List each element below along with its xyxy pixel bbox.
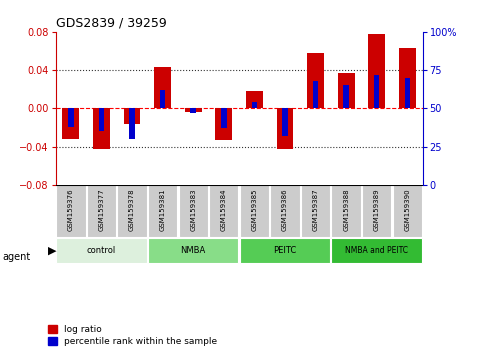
Text: GSM159384: GSM159384 [221,189,227,232]
Bar [148,238,239,263]
Bar [154,67,171,108]
Bar [240,185,269,237]
Bar [185,108,201,112]
Text: GDS2839 / 39259: GDS2839 / 39259 [56,16,166,29]
Bar [270,185,299,237]
Bar [190,108,196,113]
Bar [87,185,116,237]
Bar [331,185,361,237]
Text: agent: agent [2,252,30,262]
Bar [129,108,135,139]
Bar [399,48,416,108]
Bar [331,238,422,263]
Text: GSM159386: GSM159386 [282,189,288,232]
Text: GSM159378: GSM159378 [129,189,135,232]
Bar [56,185,85,237]
Bar [209,185,239,237]
Bar [221,108,227,128]
Bar [93,108,110,149]
Bar [362,185,391,237]
Bar [252,102,257,108]
Text: GSM159388: GSM159388 [343,189,349,232]
Bar [307,53,324,108]
Text: GSM159376: GSM159376 [68,189,74,232]
Text: GSM159381: GSM159381 [159,189,166,232]
Text: NMBA: NMBA [181,246,206,255]
Text: NMBA and PEITC: NMBA and PEITC [345,246,408,255]
Bar [62,108,79,139]
Bar [343,85,349,108]
Bar [369,34,385,108]
Bar [160,90,165,108]
Bar [117,185,147,237]
Text: GSM159390: GSM159390 [404,189,411,232]
Text: GSM159377: GSM159377 [99,189,104,232]
Bar [313,81,318,108]
Bar [301,185,330,237]
Text: GSM159385: GSM159385 [251,189,257,232]
Bar [56,238,147,263]
Bar [124,108,141,124]
Bar [405,78,410,108]
Legend: log ratio, percentile rank within the sample: log ratio, percentile rank within the sa… [48,325,217,346]
Text: GSM159383: GSM159383 [190,189,196,232]
Text: PEITC: PEITC [273,246,297,255]
Text: control: control [87,246,116,255]
Bar [277,108,293,149]
Text: GSM159389: GSM159389 [374,189,380,232]
Bar [246,91,263,108]
Bar [374,75,380,108]
Bar [99,108,104,131]
Text: GSM159387: GSM159387 [313,189,319,232]
Bar [215,108,232,140]
Bar [240,238,330,263]
Bar [282,108,288,136]
Bar [148,185,177,237]
Bar [179,185,208,237]
Bar [393,185,422,237]
Bar [68,108,73,127]
Bar [338,73,355,108]
Text: ▶: ▶ [48,246,56,256]
